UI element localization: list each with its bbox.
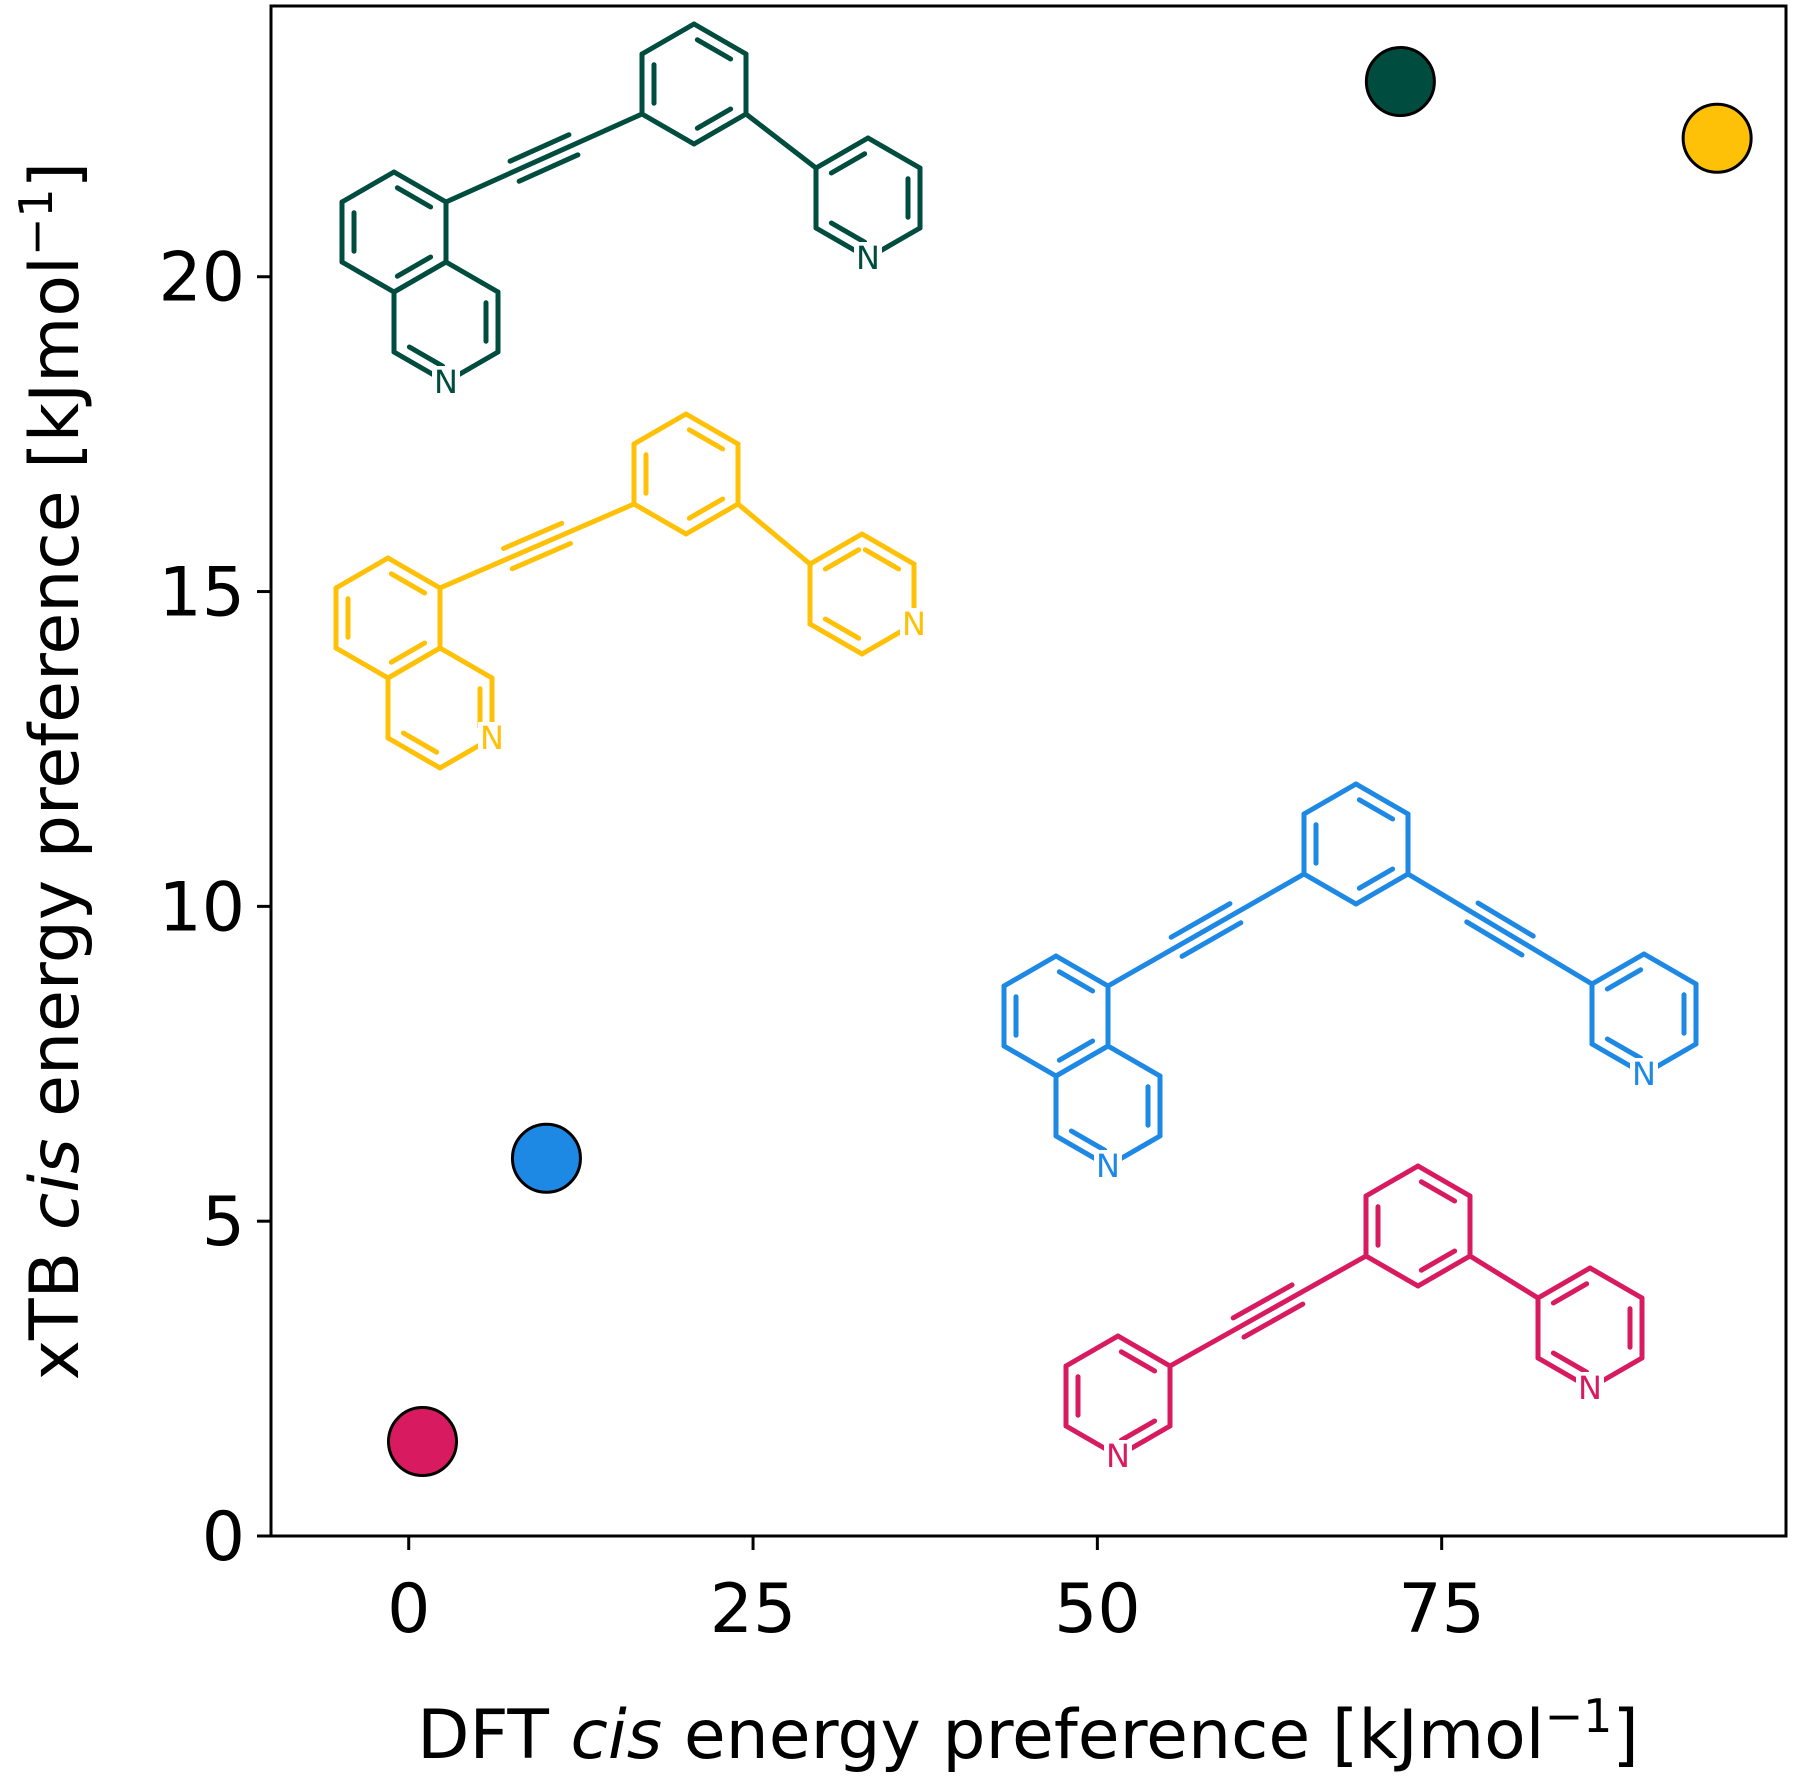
data-point-3: [510, 1122, 582, 1194]
svg-text:N: N: [1578, 1369, 1602, 1407]
data-points: [387, 46, 1753, 1478]
x-axis-label: DFT cis energy preference [kJmol−1]: [417, 1689, 1639, 1775]
x-tick-label: 25: [710, 1570, 797, 1649]
y-tick-label: 15: [158, 554, 245, 633]
data-point-2: [1681, 102, 1753, 174]
structure-1: NN: [339, 21, 923, 401]
structure-3: NN: [1001, 781, 1699, 1185]
x-axis: 0 25 50 75: [387, 1536, 1485, 1649]
svg-text:N: N: [856, 239, 880, 277]
svg-text:N: N: [1632, 1055, 1656, 1093]
x-tick-label: 50: [1054, 1570, 1141, 1649]
svg-text:N: N: [480, 719, 504, 757]
structure-4: NN: [1063, 1163, 1645, 1475]
svg-text:N: N: [902, 605, 926, 643]
x-tick-label: 0: [387, 1570, 430, 1649]
svg-text:N: N: [1106, 1437, 1130, 1475]
data-point-1: [1364, 46, 1436, 118]
y-tick-label: 10: [158, 868, 245, 947]
structure-2: NN: [333, 411, 928, 771]
x-tick-label: 75: [1398, 1570, 1485, 1649]
y-tick-label: 20: [158, 239, 245, 318]
plot-frame: [269, 4, 1788, 1538]
svg-text:N: N: [434, 363, 458, 401]
svg-text:N: N: [1096, 1147, 1120, 1185]
y-axis-label: xTB cis energy preference [kJmol−1]: [9, 162, 95, 1380]
data-point-4: [387, 1406, 458, 1478]
y-tick-label: 0: [202, 1498, 245, 1577]
y-tick-label: 5: [202, 1183, 245, 1262]
y-axis: 0 5 10 15 20: [158, 239, 271, 1577]
